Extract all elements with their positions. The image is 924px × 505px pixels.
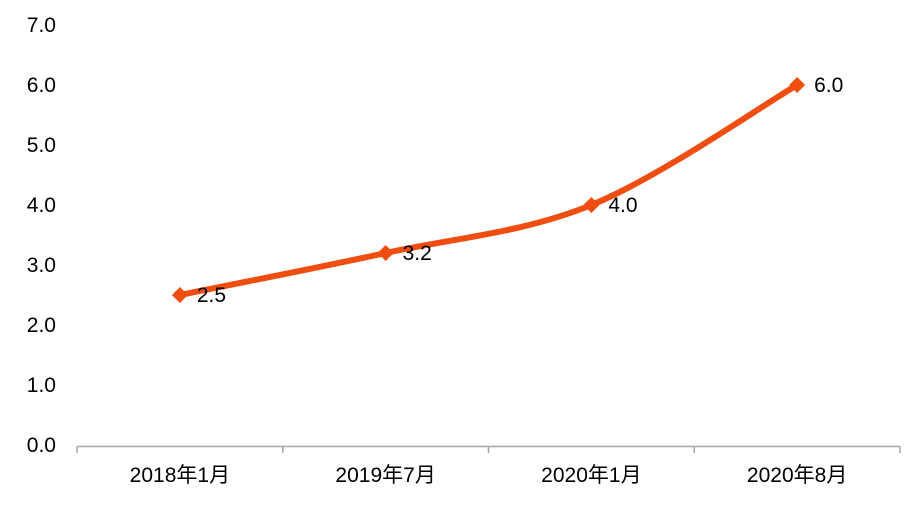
x-axis-category-label: 2018年1月 xyxy=(130,464,230,487)
y-axis-tick-label: 3.0 xyxy=(27,254,56,277)
y-axis-tick-label: 1.0 xyxy=(27,374,56,397)
y-axis-tick-label: 4.0 xyxy=(27,194,56,217)
data-point-label: 2.5 xyxy=(197,284,226,307)
data-point-label: 3.2 xyxy=(403,242,432,265)
data-point-marker xyxy=(789,77,806,93)
x-axis-category-label: 2020年8月 xyxy=(747,464,847,487)
x-axis-category-label: 2019年7月 xyxy=(335,464,435,487)
y-axis-tick-label: 5.0 xyxy=(27,134,56,157)
x-axis-category-label: 2020年1月 xyxy=(541,464,641,487)
y-axis-tick-label: 0.0 xyxy=(27,434,56,457)
data-point-marker xyxy=(583,197,600,213)
data-point-label: 6.0 xyxy=(814,74,843,97)
data-point-marker xyxy=(377,245,394,261)
series-line xyxy=(176,82,801,298)
data-point-marker xyxy=(171,287,188,303)
y-axis-tick-label: 6.0 xyxy=(27,74,56,97)
y-axis-tick-label: 7.0 xyxy=(27,14,56,37)
data-point-label: 4.0 xyxy=(608,194,637,217)
y-axis-tick-label: 2.0 xyxy=(27,314,56,337)
